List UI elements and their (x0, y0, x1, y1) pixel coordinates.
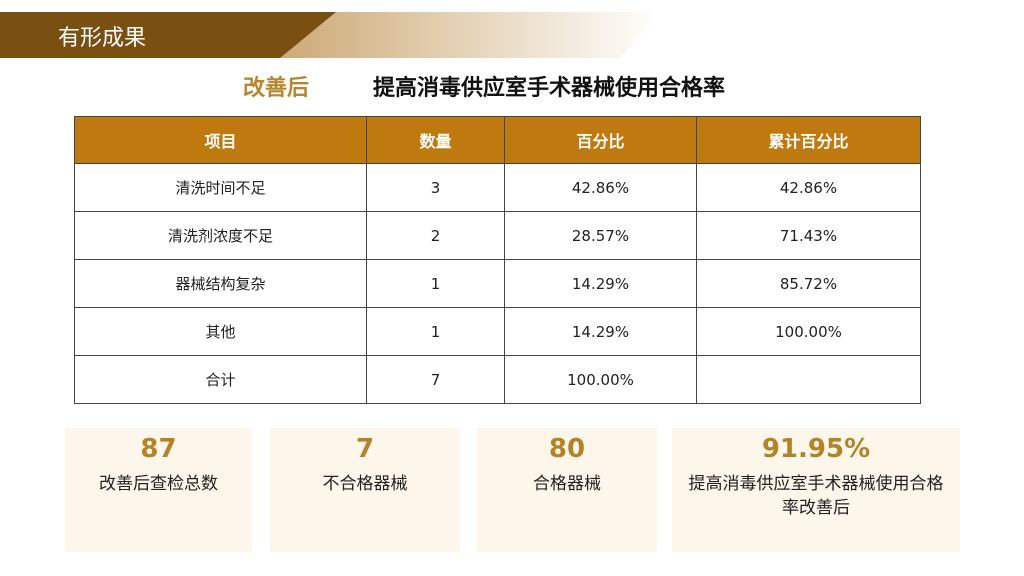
table-row: 其他 1 14.29% 100.00% (74, 307, 921, 356)
table-row: 清洗剂浓度不足 2 28.57% 71.43% (74, 211, 921, 260)
stat-value: 7 (355, 434, 375, 464)
stat-label: 不合格器械 (322, 474, 408, 494)
data-table: 项目 数量 百分比 累计百分比 清洗时间不足 3 42.86% 42.86% 清洗剂浓度不足 2… (74, 116, 921, 404)
stat-label: 改善后查检总数 (99, 474, 218, 494)
stat-value: 87 (140, 434, 177, 464)
table-cell (696, 355, 921, 404)
table-row: 合计 7 100.00% (74, 355, 921, 404)
stat-label: 提高消毒供应室手术器械使用合格率改善后 (688, 474, 944, 518)
subtitle: 提高消毒供应室手术器械使用合格率 (373, 76, 726, 101)
table-row: 清洗时间不足 3 42.86% 42.86% (74, 163, 921, 212)
table-cell: 清洗剂浓度不足 (74, 211, 367, 260)
stat-card: 87 改善后查检总数 (65, 428, 252, 552)
header-band (0, 12, 660, 58)
column-header: 项目 (74, 116, 367, 164)
stat-card: 80 合格器械 (477, 428, 657, 552)
table-cell: 其他 (74, 307, 367, 356)
table-cell: 100.00% (696, 307, 921, 356)
table-cell: 1 (366, 259, 505, 308)
table-cell: 42.86% (504, 163, 697, 212)
page-title: 有形成果 (58, 26, 147, 51)
table-cell: 85.72% (696, 259, 921, 308)
table-cell: 7 (366, 355, 505, 404)
table-cell: 2 (366, 211, 505, 260)
stat-value: 80 (548, 434, 586, 464)
table-cell: 28.57% (504, 211, 697, 260)
subtitle-tag: 改善后 (243, 76, 310, 101)
column-header: 百分比 (504, 116, 697, 164)
table-cell: 42.86% (696, 163, 921, 212)
header-row: 项目 数量 百分比 累计百分比 (74, 116, 921, 164)
table-cell: 100.00% (504, 355, 697, 404)
column-header: 累计百分比 (696, 116, 921, 164)
stat-card: 91.95% 提高消毒供应室手术器械使用合格率改善后 (672, 428, 960, 552)
column-header: 数量 (366, 116, 505, 164)
table-cell: 14.29% (504, 307, 697, 356)
table-cell: 合计 (74, 355, 367, 404)
table-cell: 14.29% (504, 259, 697, 308)
table-cell: 71.43% (696, 211, 921, 260)
stat-value: 91.95% (761, 434, 871, 464)
stat-card: 7 不合格器械 (270, 428, 460, 552)
table-cell: 器械结构复杂 (74, 259, 367, 308)
stat-label: 合格器械 (533, 474, 601, 494)
table-row: 器械结构复杂 1 14.29% 85.72% (74, 259, 921, 308)
table-cell: 清洗时间不足 (74, 163, 367, 212)
table-cell: 3 (366, 163, 505, 212)
table-cell: 1 (366, 307, 505, 356)
